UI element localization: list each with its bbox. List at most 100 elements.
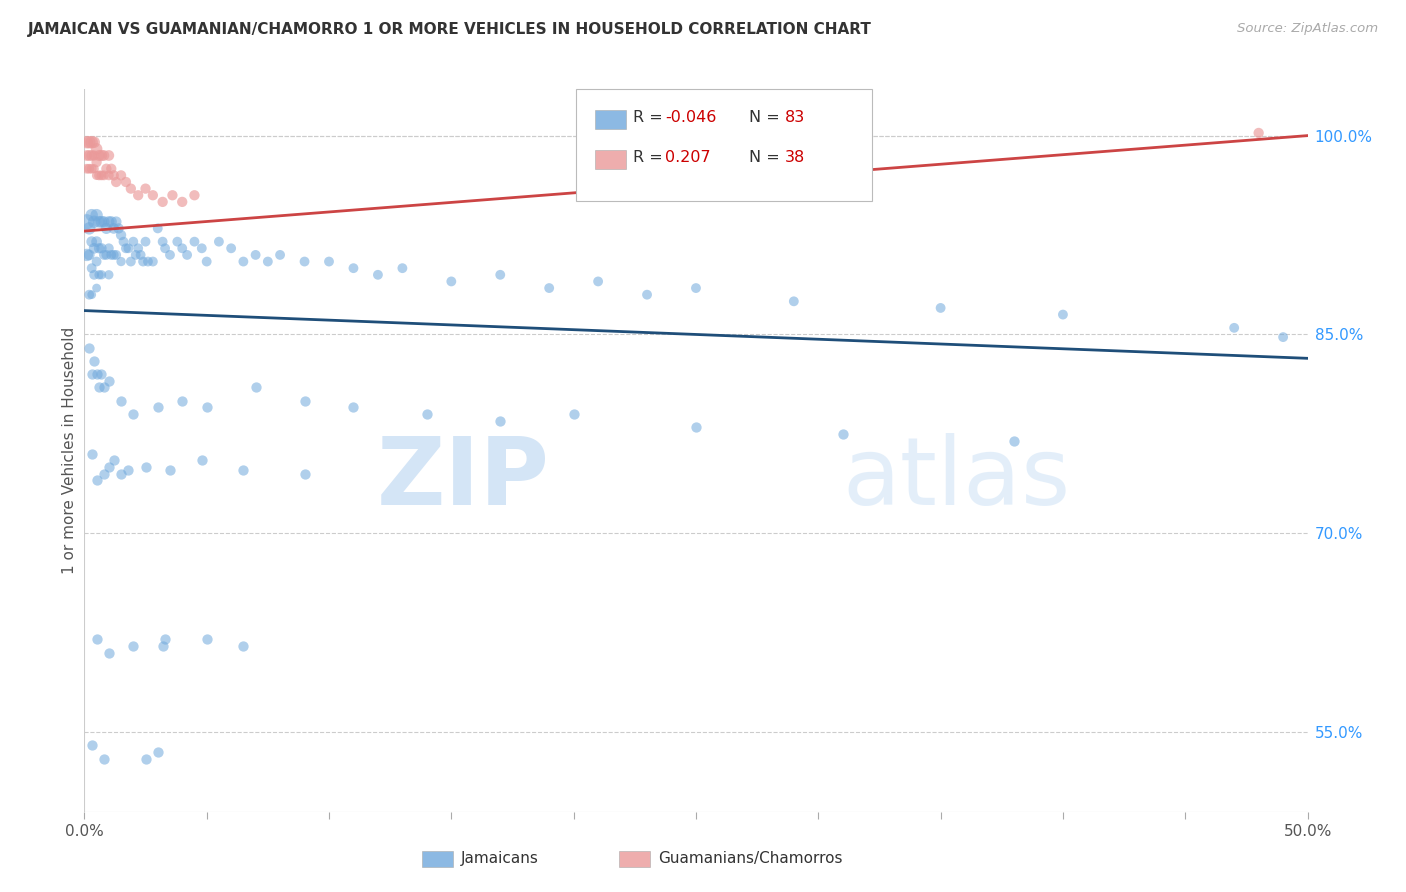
Point	[76, 215, 98, 229]
Point	[110, 227, 132, 242]
Point	[122, 639, 145, 653]
Point	[86, 142, 108, 156]
Point	[636, 287, 658, 301]
Point	[172, 194, 194, 209]
Point	[86, 281, 108, 295]
Point	[77, 161, 100, 176]
Point	[77, 248, 100, 262]
Point	[86, 208, 108, 222]
Point	[87, 380, 110, 394]
Text: 0.207: 0.207	[665, 151, 710, 165]
Point	[77, 148, 100, 162]
Point	[685, 281, 707, 295]
Text: 38: 38	[785, 151, 804, 165]
Point	[80, 148, 103, 162]
Point	[122, 235, 145, 249]
Point	[538, 281, 561, 295]
Point	[86, 473, 108, 487]
Point	[83, 135, 105, 149]
Text: N =: N =	[749, 151, 786, 165]
Point	[103, 248, 125, 262]
Point	[76, 135, 98, 149]
Point	[110, 393, 132, 408]
Point	[76, 161, 98, 176]
Point	[87, 148, 110, 162]
Point	[159, 248, 181, 262]
Point	[80, 447, 103, 461]
Point	[76, 248, 98, 262]
Point	[93, 169, 115, 183]
Point	[342, 261, 364, 276]
Y-axis label: 1 or more Vehicles in Household: 1 or more Vehicles in Household	[62, 326, 77, 574]
Point	[195, 401, 218, 415]
Point	[191, 241, 214, 255]
Point	[103, 453, 125, 467]
Point	[172, 393, 194, 408]
Point	[120, 254, 142, 268]
Point	[232, 254, 254, 268]
Text: -0.046: -0.046	[665, 111, 717, 125]
Point	[90, 268, 112, 282]
Text: atlas: atlas	[842, 434, 1071, 525]
Point	[83, 148, 105, 162]
Text: N =: N =	[749, 111, 786, 125]
Point	[105, 175, 128, 189]
Point	[83, 268, 105, 282]
Point	[77, 287, 100, 301]
Point	[112, 235, 135, 249]
Point	[110, 169, 132, 183]
Point	[135, 181, 157, 195]
Point	[110, 467, 132, 481]
Point	[93, 752, 115, 766]
Point	[103, 169, 125, 183]
Point	[93, 467, 115, 481]
Text: Guamanians/Chamorros: Guamanians/Chamorros	[658, 852, 842, 866]
Point	[93, 215, 115, 229]
Point	[93, 148, 115, 162]
Point	[153, 632, 176, 647]
Point	[153, 241, 176, 255]
Point	[117, 463, 139, 477]
Point	[159, 463, 181, 477]
Point	[86, 254, 108, 268]
Text: ZIP: ZIP	[377, 434, 550, 525]
Point	[562, 407, 585, 421]
Point	[122, 407, 145, 421]
Point	[80, 235, 103, 249]
Point	[142, 254, 165, 268]
Point	[135, 235, 157, 249]
Point	[105, 248, 128, 262]
Point	[76, 148, 98, 162]
Point	[93, 380, 115, 394]
Point	[97, 460, 120, 475]
Point	[391, 261, 413, 276]
Point	[127, 241, 149, 255]
Point	[97, 215, 120, 229]
Point	[83, 215, 105, 229]
Point	[80, 368, 103, 382]
Text: 83: 83	[785, 111, 804, 125]
Point	[115, 175, 138, 189]
Point	[146, 221, 169, 235]
Point	[146, 401, 169, 415]
Text: Jamaicans: Jamaicans	[461, 852, 538, 866]
Point	[416, 407, 439, 421]
Point	[269, 248, 291, 262]
Point	[107, 221, 129, 235]
Point	[1247, 126, 1270, 140]
Point	[685, 420, 707, 434]
Point	[90, 169, 112, 183]
Point	[294, 254, 316, 268]
Point	[90, 215, 112, 229]
Point	[245, 248, 267, 262]
Point	[97, 148, 120, 162]
Point	[97, 374, 120, 388]
Point	[87, 241, 110, 255]
Point	[87, 268, 110, 282]
Point	[80, 161, 103, 176]
Point	[783, 294, 806, 309]
Point	[117, 241, 139, 255]
Point	[100, 161, 122, 176]
Point	[342, 401, 364, 415]
Point	[77, 221, 100, 235]
